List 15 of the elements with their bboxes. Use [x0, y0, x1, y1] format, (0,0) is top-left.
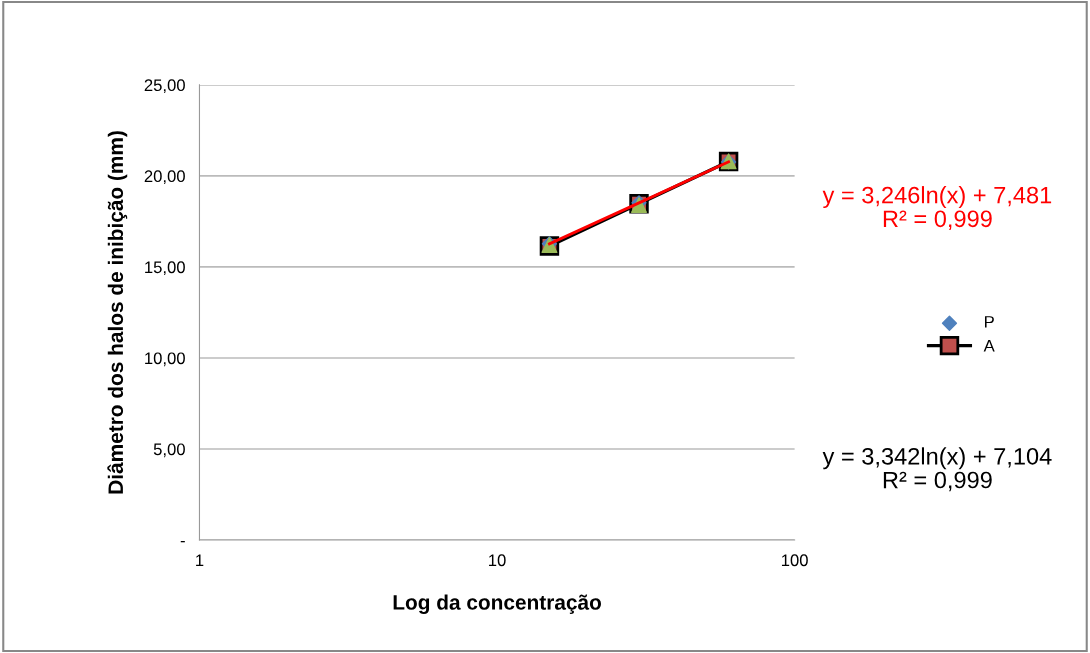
- x-tick-label: 10: [489, 554, 506, 567]
- y-tick-label: 25,00: [144, 79, 185, 94]
- y-tick-label: 5,00: [153, 443, 185, 458]
- x-axis-title: Log da concentração: [393, 594, 601, 614]
- text: y = 3,342ln(x) + 7,104 R² = 0,999: [822, 447, 1052, 492]
- y-tick-label: 15,00: [145, 261, 185, 276]
- y-tick-label: 10,00: [145, 352, 185, 367]
- legend-label: A: [983, 340, 995, 352]
- y-tick-label: 20,00: [144, 170, 185, 185]
- x-tick-label: 1: [196, 554, 204, 566]
- y-axis-title: Diâmetro dos halos de inibição (mm): [107, 131, 128, 494]
- x-tick-label: 100: [781, 554, 808, 567]
- y-tick-label: -: [180, 540, 185, 543]
- text: y = 3,246ln(x) + 7,481 R² = 0,999: [822, 186, 1052, 230]
- legend-label: P: [985, 316, 994, 328]
